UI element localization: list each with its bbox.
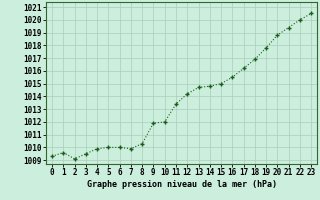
X-axis label: Graphe pression niveau de la mer (hPa): Graphe pression niveau de la mer (hPa) bbox=[87, 180, 276, 189]
